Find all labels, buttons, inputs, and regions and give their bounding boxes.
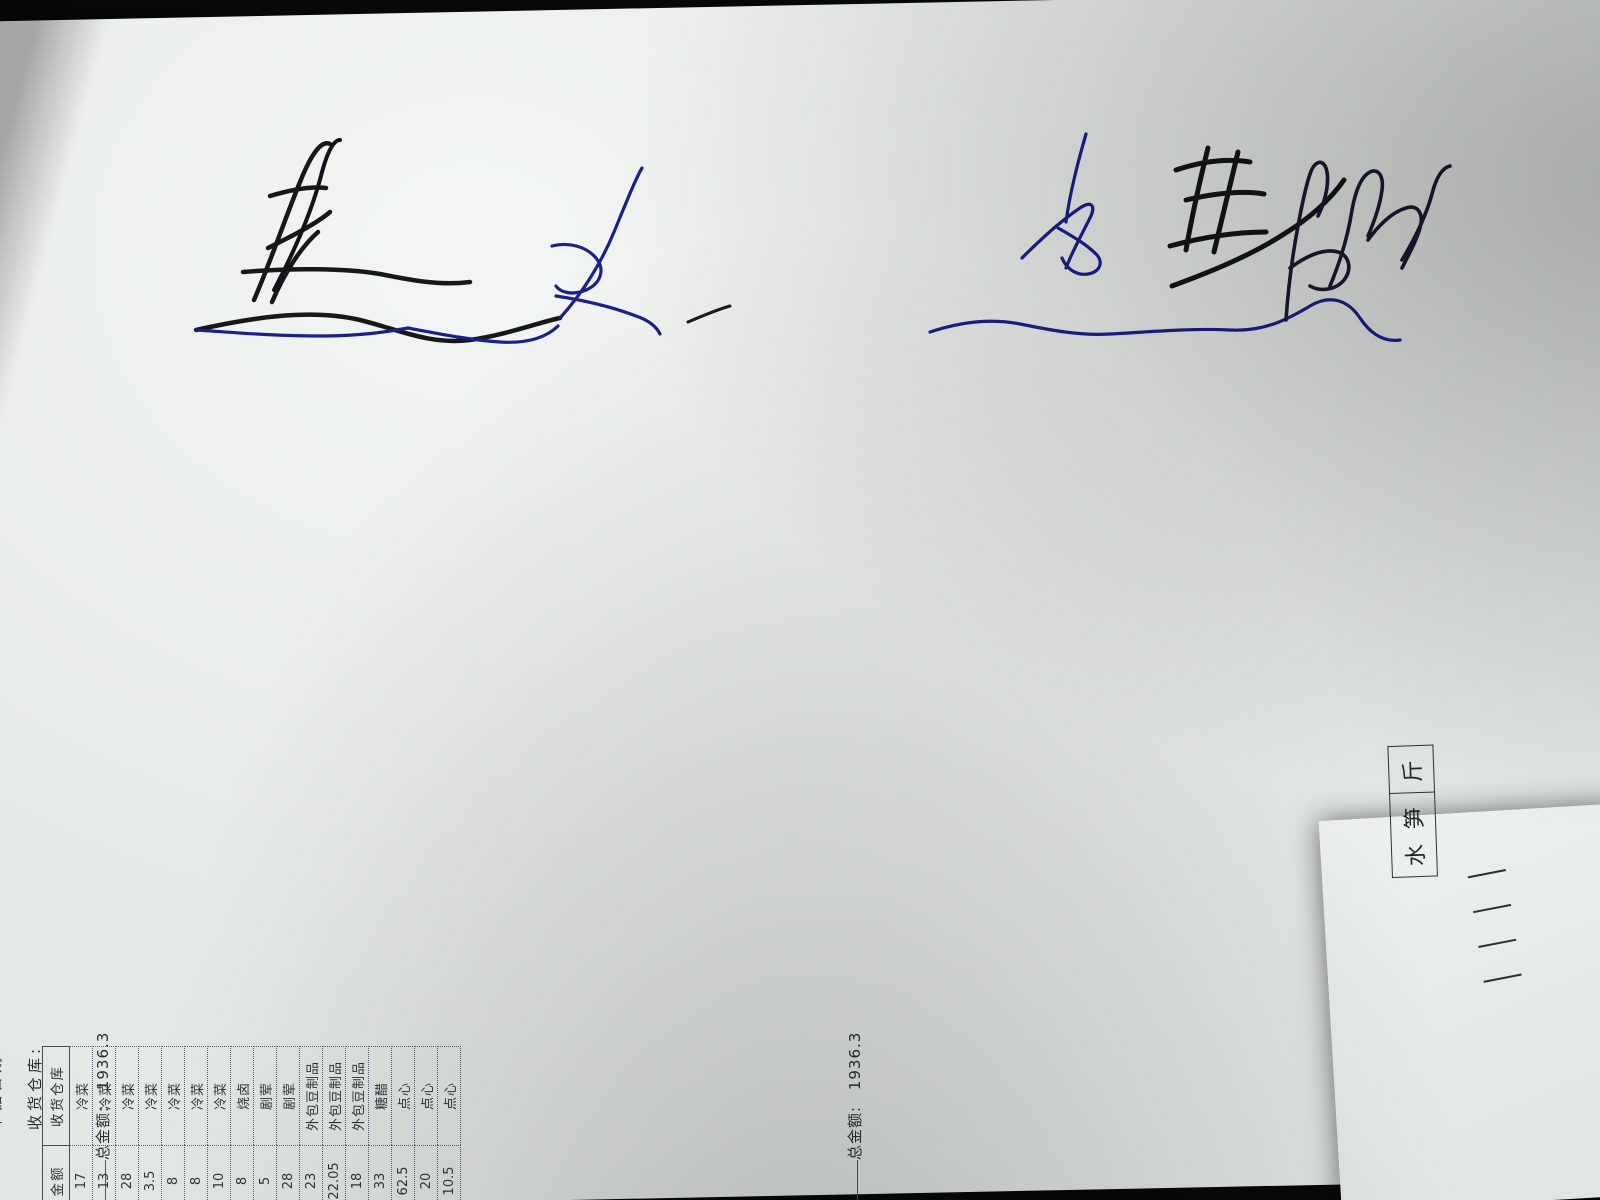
doc2-total-label: 总金额: xyxy=(846,1105,864,1160)
cell-amount: 18 xyxy=(345,1145,369,1200)
table-row: 0010101015 04睡莲支支2510冷菜 xyxy=(207,1046,231,1200)
table-row: 001010100 81西米露斤斤28.517冷菜 xyxy=(69,1046,93,1200)
column-header-7: 收货仓库 xyxy=(42,1046,70,1146)
table-row: 00101001501 4露蕊叶盒盒188冷菜 xyxy=(161,1046,185,1200)
cell-amount: 17 xyxy=(69,1145,93,1200)
cell-amount: 3.5 xyxy=(138,1145,162,1200)
slip-cell-name: 水 笋 xyxy=(1389,791,1438,878)
doc2-date-label: 单据日期: xyxy=(0,1044,4,1130)
slip-tick-marks xyxy=(1467,869,1522,983)
table-row: 0010101008 20芽菜斤斤512.562.5点心 xyxy=(391,1046,415,1200)
cell-wh: 冷菜 xyxy=(184,1046,208,1146)
cell-wh: 冷菜 xyxy=(207,1046,231,1146)
table-row: 0010101009 80大葱斤斤103.333糖醋 xyxy=(368,1046,392,1200)
cell-amount: 8 xyxy=(230,1145,254,1200)
cell-wh: 烧卤 xyxy=(230,1046,254,1146)
cell-amount: 8 xyxy=(161,1145,185,1200)
column-header-6: 金额 xyxy=(42,1145,70,1200)
cell-wh: 冷菜 xyxy=(69,1046,93,1146)
table-row: 001010100 82甘菜苗盒盒188冷菜 xyxy=(184,1046,208,1200)
small-slip: 水 笋 斤 xyxy=(1387,744,1526,983)
table-row: 0010101015 07杨兰花把把188烧卤 xyxy=(230,1046,254,1200)
table-row: 0010101015 06小松菇支支201.428剧荤 xyxy=(276,1046,300,1200)
doc2-body: 001010100 81西米露斤斤28.517冷菜00101010083 9韭菜… xyxy=(69,1046,461,1200)
cell-wh: 点心 xyxy=(437,1046,461,1146)
cell-amount: 23 xyxy=(299,1145,323,1200)
cell-amount: 22.05 xyxy=(322,1145,346,1200)
cell-wh: 冷菜 xyxy=(161,1046,185,1146)
cell-wh: 冷菜 xyxy=(92,1046,116,1146)
table-row: 0010101015 07紫叶包包155剧荤 xyxy=(253,1046,277,1200)
slip-cell-unit: 斤 xyxy=(1387,744,1435,794)
doc2-header-row: 材料编码材料名称规格单位数量单价金额收货仓库 xyxy=(42,1046,70,1200)
cell-wh: 点心 xyxy=(414,1046,438,1146)
cell-wh: 外包豆制品 xyxy=(345,1046,369,1146)
cell-amount: 10.5 xyxy=(437,1145,461,1200)
cell-amount: 8 xyxy=(184,1145,208,1200)
doc2-date: 单据日期: 2020-10-11 xyxy=(0,942,5,1130)
table-row: 0010101009 83洋葱斤斤101.818外包豆制品 xyxy=(345,1046,369,1200)
cell-amount: 13 xyxy=(92,1145,116,1200)
cell-wh: 冷菜 xyxy=(115,1046,139,1146)
cell-amount: 10 xyxy=(207,1145,231,1200)
table-row: 001010100832 9小米椒斤斤0.573.5冷菜 xyxy=(138,1046,162,1200)
cell-amount: 28 xyxy=(115,1145,139,1200)
cell-amount: 62.5 xyxy=(391,1145,415,1200)
cell-amount: 33 xyxy=(368,1145,392,1200)
doc2-total: 总金额: 1936.3 xyxy=(844,1032,865,1160)
table-row: 00101010083 9韭菜花斤斤11313冷菜 xyxy=(92,1046,116,1200)
cell-wh: 糖醋 xyxy=(368,1046,392,1146)
cell-wh: 剧荤 xyxy=(253,1046,277,1146)
cell-wh: 点心 xyxy=(391,1046,415,1146)
slip-table: 水 笋 斤 xyxy=(1387,744,1438,878)
doc2-supervisor-signature-line[interactable] xyxy=(857,1160,858,1200)
cell-wh: 外包豆制品 xyxy=(299,1046,323,1146)
table-row: 001010100 83黄瓜斤斤102.323外包豆制品 xyxy=(299,1046,323,1200)
cell-wh: 冷菜 xyxy=(138,1046,162,1146)
table-row: 00101010083 22千指萝卜斤斤21428冷菜 xyxy=(115,1046,139,1200)
doc2-date-value: 2020-10-11 xyxy=(0,941,4,1040)
cell-amount: 5 xyxy=(253,1145,277,1200)
doc2-total-value: 1936.3 xyxy=(846,1031,864,1091)
cell-amount: 28 xyxy=(276,1145,300,1200)
cell-wh: 外包豆制品 xyxy=(322,1046,346,1146)
cell-wh: 剧荤 xyxy=(276,1046,300,1146)
cell-amount: 20 xyxy=(414,1145,438,1200)
slip-row: 水 笋 斤 xyxy=(1387,744,1438,878)
doc2-supervisor: 主管签名: xyxy=(844,1160,865,1200)
doc2-items-table: 材料编码材料名称规格单位数量单价金额收货仓库 001010100 81西米露斤斤… xyxy=(42,1046,461,1200)
table-row: 001010100830 4小青菜(洋葱)斤斤4520点心 xyxy=(414,1046,438,1200)
table-row: 001010201 3小炒三鲜菜筒*50包包71.510.5点心 xyxy=(437,1046,461,1200)
